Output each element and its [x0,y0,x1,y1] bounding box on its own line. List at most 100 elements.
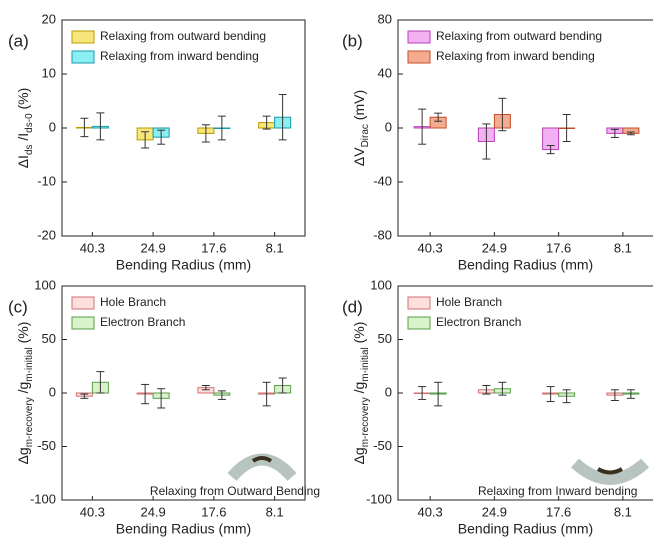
y-label-part: Δg [351,447,367,464]
y-label-part: (%) [15,322,31,348]
error-bar [434,381,443,407]
error-bar [434,112,443,122]
x-axis-label: Bending Radius (mm) [116,521,251,537]
legend-swatch [71,30,95,44]
legend-swatch [71,316,95,330]
y-tick-label: -40 [373,173,392,188]
x-tick-label: 17.6 [201,240,226,255]
error-bar [418,108,427,145]
error-bar [262,381,271,407]
error-bar [201,124,210,143]
x-tick-label: 24.9 [482,504,507,519]
x-tick-label: 17.6 [546,240,571,255]
y-label-part: Δg [15,447,31,464]
x-tick-label: 24.9 [482,240,507,255]
error-bar [96,112,105,141]
x-tick-label: 40.3 [80,504,105,519]
x-tick-label: 17.6 [201,504,226,519]
error-bar [157,129,166,145]
legend-swatch [407,50,431,64]
y-tick-label: -50 [373,438,392,453]
error-bar [482,123,491,160]
bend-icon-c [227,453,297,482]
y-tick-label: 80 [378,11,392,26]
y-axis-label: ΔIds /Ids-0 (%) [15,88,35,169]
x-tick-label: 8.1 [266,504,284,519]
y-label-part: ds [24,144,35,155]
error-bar [418,386,427,400]
error-bar [80,393,89,399]
y-label-part: m-initial [360,347,371,381]
error-bar [546,145,555,155]
y-label-part: ds-0 [24,113,35,133]
y-tick-label: 0 [385,119,392,134]
legend-swatch [71,50,95,64]
legend-label: Electron Branch [436,315,521,329]
error-bar [546,386,555,403]
y-tick-label: 20 [42,11,56,26]
x-axis-label: Bending Radius (mm) [458,257,593,273]
y-label-part: ΔI [15,155,31,168]
x-tick-label: 17.6 [546,504,571,519]
y-label-part: /I [15,133,31,145]
annotation: Relaxing from Inward bending [478,484,637,498]
y-label-part: Dirac [360,124,371,147]
annotation: Relaxing from Outward Bending [150,484,320,498]
y-label-part: /g [351,382,367,398]
legend-label: Relaxing from outward bending [100,29,266,43]
error-bar [610,389,619,401]
y-label-part: (%) [15,88,31,114]
y-label-part: (%) [351,322,367,348]
error-bar [96,371,105,394]
legend-swatch [71,296,95,310]
panel-label: (a) [8,31,29,50]
error-bar [626,131,635,136]
y-label-part: m-initial [24,347,35,381]
legend-swatch [407,30,431,44]
y-tick-label: -50 [37,438,56,453]
error-bar [141,131,150,149]
y-axis-label: Δgm-recovery /gm-initial (%) [351,322,371,465]
panel-label: (b) [342,31,363,50]
x-tick-label: 40.3 [80,240,105,255]
x-tick-label: 8.1 [614,504,632,519]
y-tick-label: 40 [378,65,392,80]
panel-label: (c) [8,297,28,316]
y-tick-label: -10 [37,173,56,188]
x-axis-label: Bending Radius (mm) [458,521,593,537]
error-bar [157,388,166,409]
legend-label: Hole Branch [436,295,502,309]
x-tick-label: 40.3 [417,240,442,255]
error-bar [141,383,150,405]
legend-label: Relaxing from outward bending [436,29,602,43]
error-bar [278,94,287,141]
x-tick-label: 40.3 [417,504,442,519]
y-label-part: m-recovery [24,397,35,447]
error-bar [498,97,507,132]
y-axis-label: Δgm-recovery /gm-initial (%) [15,322,35,465]
x-axis-label: Bending Radius (mm) [116,257,251,273]
error-bar [80,117,89,138]
y-tick-label: -100 [30,491,56,506]
error-bar [498,381,507,396]
x-tick-label: 24.9 [140,504,165,519]
y-tick-label: 50 [378,331,392,346]
x-tick-label: 8.1 [266,240,284,255]
x-tick-label: 8.1 [614,240,632,255]
y-tick-label: 0 [385,384,392,399]
x-tick-label: 24.9 [140,240,165,255]
error-bar [201,385,210,391]
legend-label: Electron Branch [100,315,185,329]
y-tick-label: 50 [42,331,56,346]
y-tick-label: 10 [42,65,56,80]
legend-swatch [407,316,431,330]
y-label-part: ΔV [351,147,367,166]
panel-label: (d) [342,297,363,316]
y-tick-label: 0 [49,384,56,399]
y-tick-label: -20 [37,227,56,242]
error-bar [278,377,287,394]
error-bar [562,114,571,142]
y-label-part: /g [15,382,31,398]
error-bar [610,128,619,138]
